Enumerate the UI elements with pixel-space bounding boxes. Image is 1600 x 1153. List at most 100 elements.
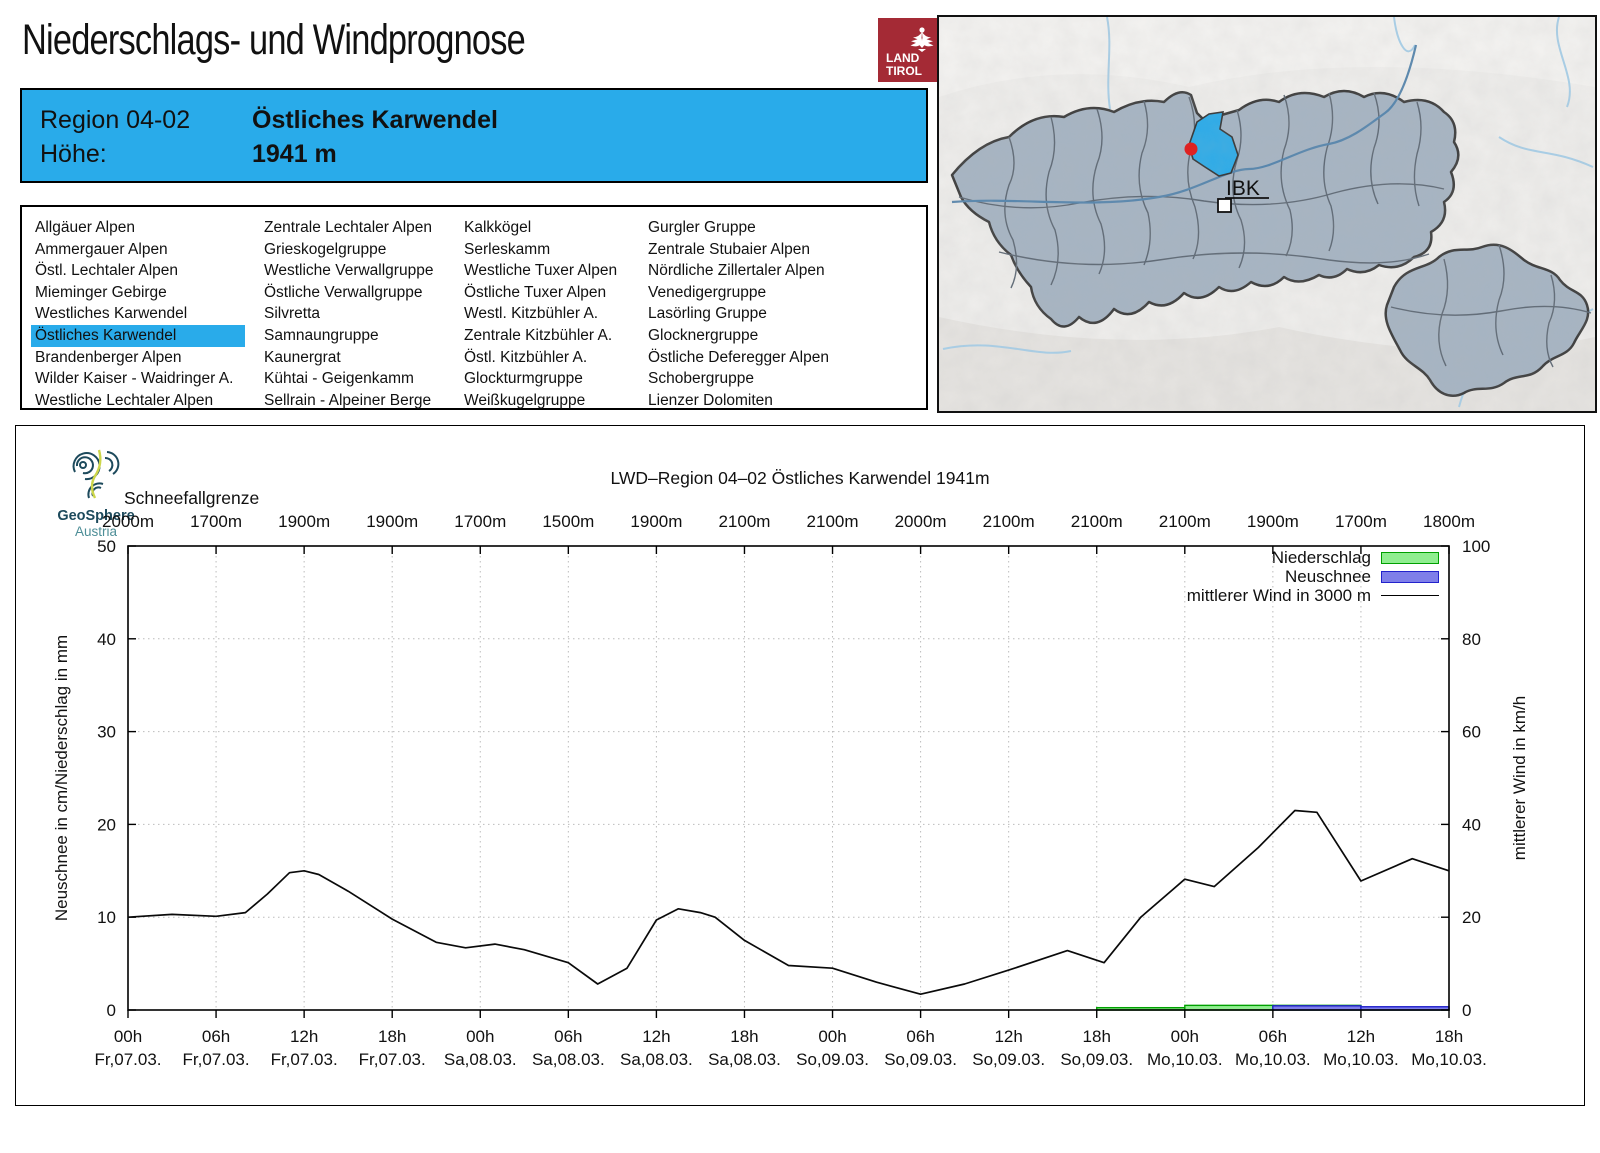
region-list-item[interactable]: Kaunergrat — [264, 348, 341, 366]
x-tick-date-label: So,09.03. — [884, 1050, 957, 1069]
region-list-item[interactable]: Nördliche Zillertaler Alpen — [648, 262, 825, 280]
x-tick-date-label: Sa,08.03. — [620, 1050, 693, 1069]
region-list-item[interactable]: Östliche Verwallgruppe — [264, 283, 423, 301]
region-list-item[interactable]: Brandenberger Alpen — [35, 348, 182, 366]
region-list-item[interactable]: Westliches Karwendel — [35, 305, 188, 323]
region-list-item[interactable]: Gurgler Gruppe — [648, 219, 756, 236]
snowline-value: 2100m — [807, 512, 859, 531]
region-list-item-selected[interactable]: Östliches Karwendel — [31, 324, 245, 347]
x-tick-time-label: 18h — [1083, 1027, 1111, 1046]
region-list-item[interactable]: Lasörling Gruppe — [648, 305, 767, 323]
wind-line-swatch — [1381, 595, 1439, 596]
region-list-item[interactable]: Zentrale Kitzbühler A. — [464, 326, 613, 344]
region-list-column: Zentrale Lechtaler Alpen Grieskogelgruppe… — [264, 217, 437, 411]
x-tick-date-label: Mo,10.03. — [1323, 1050, 1399, 1069]
y-left-tick-label: 30 — [97, 723, 116, 742]
region-list-item[interactable]: Kalkkögel — [464, 219, 532, 236]
niederschlag-swatch — [1381, 551, 1439, 564]
region-header-box: Region 04-02 Östliches Karwendel Höhe: 1… — [20, 88, 928, 183]
y-right-tick-label: 80 — [1462, 630, 1481, 649]
ibk-marker — [1217, 198, 1232, 213]
snowline-value: 1500m — [542, 512, 594, 531]
relief-texture — [939, 17, 1595, 411]
region-list-item[interactable]: Ammergauer Alpen — [35, 240, 168, 258]
y-left-tick-label: 50 — [97, 537, 116, 556]
snowline-value: 1900m — [278, 512, 330, 531]
x-tick-date-label: Sa,08.03. — [708, 1050, 781, 1069]
region-list-item[interactable]: Grieskogelgruppe — [264, 240, 387, 258]
y-right-tick-label: 40 — [1462, 815, 1481, 834]
region-list-item[interactable]: Westliche Verwallgruppe — [264, 262, 434, 280]
x-tick-date-label: So,09.03. — [796, 1050, 869, 1069]
region-list-item[interactable]: Zentrale Lechtaler Alpen — [264, 219, 433, 236]
tirol-map[interactable]: IBK — [937, 15, 1597, 413]
region-list-item[interactable]: Westliche Tuxer Alpen — [464, 262, 618, 280]
x-tick-time-label: 06h — [554, 1027, 582, 1046]
x-tick-date-label: Mo,10.03. — [1411, 1050, 1487, 1069]
region-list-item[interactable]: Lienzer Dolomiten — [648, 391, 773, 409]
y-left-tick-label: 20 — [97, 815, 116, 834]
x-tick-time-label: 12h — [1347, 1027, 1375, 1046]
geosphere-country: Austria — [74, 524, 118, 539]
snowline-value: 1900m — [1247, 512, 1299, 531]
region-list-item[interactable]: Glocknergruppe — [648, 326, 759, 344]
x-tick-date-label: Sa,08.03. — [532, 1050, 605, 1069]
snowline-value: 2000m — [102, 512, 154, 531]
region-list-item[interactable]: Westliche Lechtaler Alpen — [35, 391, 214, 409]
region-list-item[interactable]: Venedigergruppe — [648, 283, 767, 301]
region-list-item[interactable]: Östliche Tuxer Alpen — [464, 283, 607, 301]
region-list-item[interactable]: Wilder Kaiser - Waidringer A. — [35, 370, 234, 388]
region-list-item[interactable]: Serleskamm — [464, 240, 551, 258]
snowline-value: 2100m — [1159, 512, 1211, 531]
region-list-item[interactable]: Mieminger Gebirge — [35, 283, 167, 301]
forecast-chart-panel: GeoSphere Austria LWD–Region 04–02 Östli… — [15, 425, 1585, 1106]
snowline-value: 1800m — [1423, 512, 1475, 531]
region-list-item[interactable]: Sellrain - Alpeiner Berge — [264, 391, 432, 409]
x-tick-time-label: 06h — [906, 1027, 934, 1046]
region-name: Östliches Karwendel — [252, 106, 498, 134]
y-right-tick-label: 0 — [1462, 1001, 1471, 1020]
x-tick-time-label: 12h — [290, 1027, 318, 1046]
region-list-item[interactable]: Glockturmgruppe — [464, 370, 583, 388]
region-list-item[interactable]: Allgäuer Alpen — [35, 219, 135, 236]
x-tick-time-label: 12h — [642, 1027, 670, 1046]
y-right-tick-label: 100 — [1462, 537, 1490, 556]
x-tick-date-label: Mo,10.03. — [1147, 1050, 1223, 1069]
x-tick-date-label: Fr,07.03. — [94, 1050, 161, 1069]
legend-label: Neuschnee — [1284, 566, 1371, 586]
snowline-value: 1700m — [190, 512, 242, 531]
region-list-item[interactable]: Westl. Kitzbühler A. — [464, 305, 599, 323]
x-tick-date-label: Sa,08.03. — [444, 1050, 517, 1069]
x-tick-date-label: Mo,10.03. — [1235, 1050, 1311, 1069]
x-tick-time-label: 00h — [1171, 1027, 1199, 1046]
x-tick-time-label: 00h — [114, 1027, 142, 1046]
region-list-column: Gurgler Gruppe Zentrale Stubaier Alpen Nör… — [648, 217, 833, 411]
forecast-chart: 2000m 1700m 1900m 1900m 1700m 1500m 1900m 2100m… — [94, 512, 1490, 1069]
x-tick-date-label: So,09.03. — [972, 1050, 1045, 1069]
legend-neuschnee: Neuschnee — [1187, 567, 1439, 586]
region-list-column: Allgäuer Alpen Ammergauer Alpen Östl. Lech… — [31, 217, 245, 411]
snowline-value: 1900m — [366, 512, 418, 531]
chart-legend: Niederschlag Neuschnee mittlerer Wind in… — [1187, 548, 1439, 605]
snowline-value: 1700m — [1335, 512, 1387, 531]
region-list-item[interactable]: Zentrale Stubaier Alpen — [648, 240, 810, 258]
x-tick-date-label: Fr,07.03. — [271, 1050, 338, 1069]
region-list-item[interactable]: Weißkugelgruppe — [464, 391, 586, 409]
x-tick-time-label: 18h — [730, 1027, 758, 1046]
region-list-item[interactable]: Östliche Deferegger Alpen — [648, 348, 829, 366]
region-list-item[interactable]: Samnaungruppe — [264, 326, 379, 344]
snowline-value: 2000m — [895, 512, 947, 531]
x-tick-time-label: 18h — [1435, 1027, 1463, 1046]
region-list-item[interactable]: Östl. Kitzbühler A. — [464, 348, 588, 366]
region-list-item[interactable]: Silvretta — [264, 305, 320, 323]
region-list-item[interactable]: Schobergruppe — [648, 370, 754, 388]
y-left-tick-label: 0 — [107, 1001, 116, 1020]
ibk-label: IBK — [1226, 177, 1260, 200]
logo-text-tirol: TIROL — [886, 64, 922, 78]
x-tick-time-label: 12h — [994, 1027, 1022, 1046]
snowline-value: 2100m — [983, 512, 1035, 531]
x-tick-date-label: Fr,07.03. — [183, 1050, 250, 1069]
legend-wind: mittlerer Wind in 3000 m — [1187, 586, 1439, 605]
region-list-item[interactable]: Kühtai - Geigenkamm — [264, 370, 414, 388]
region-list-item[interactable]: Östl. Lechtaler Alpen — [35, 262, 179, 280]
